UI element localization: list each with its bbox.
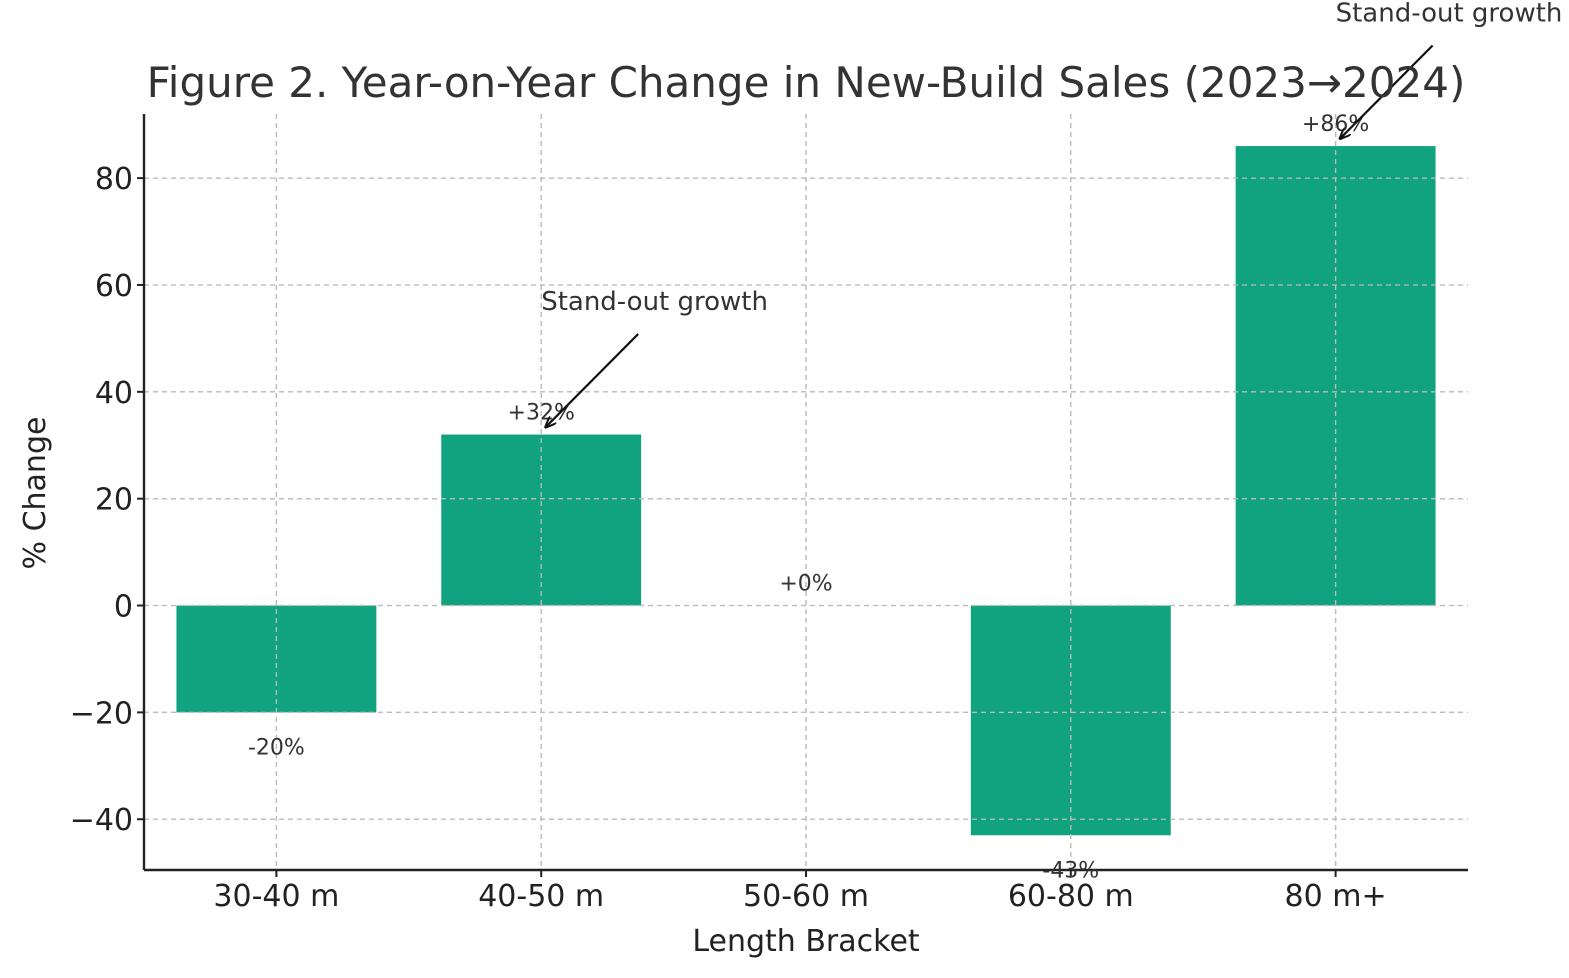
data-label: +32% <box>508 401 575 426</box>
data-label: -20% <box>248 735 305 760</box>
y-tick-label: −20 <box>70 696 133 731</box>
data-label: -43% <box>1042 858 1099 883</box>
y-axis-label: % Change <box>18 417 53 570</box>
y-tick-label: 80 <box>95 162 133 197</box>
x-axis-label: Length Bracket <box>692 924 920 959</box>
data-labels: -20% +32% +0% -43% +86% <box>248 112 1369 883</box>
chart-title: Figure 2. Year-on-Year Change in New-Bui… <box>147 58 1466 107</box>
annotations: Stand-out growth Stand-out growth <box>541 0 1562 427</box>
annotation-text: Stand-out growth <box>1336 0 1563 29</box>
x-tick-label: 50-60 m <box>743 879 869 914</box>
x-tick-label: 80 m+ <box>1285 879 1387 914</box>
annotation-arrow <box>546 333 639 427</box>
x-tick-label: 30-40 m <box>213 879 339 914</box>
bars <box>144 114 1468 870</box>
y-tick-label: 40 <box>95 376 133 411</box>
x-tick-label: 60-80 m <box>1008 879 1134 914</box>
y-tick-label: 0 <box>114 590 133 625</box>
data-label: +86% <box>1302 112 1369 137</box>
x-tick-label: 40-50 m <box>478 879 604 914</box>
ticks: −40 −20 0 20 40 60 80 30-40 m 40-50 m 50-60 m 60-8… <box>70 162 1387 914</box>
y-tick-label: 60 <box>95 269 133 304</box>
annotation-text: Stand-out growth <box>541 287 768 317</box>
data-label: +0% <box>779 572 832 597</box>
annotation-arrow <box>1341 44 1434 139</box>
y-tick-label: −40 <box>70 803 133 838</box>
y-tick-label: 20 <box>95 483 133 518</box>
